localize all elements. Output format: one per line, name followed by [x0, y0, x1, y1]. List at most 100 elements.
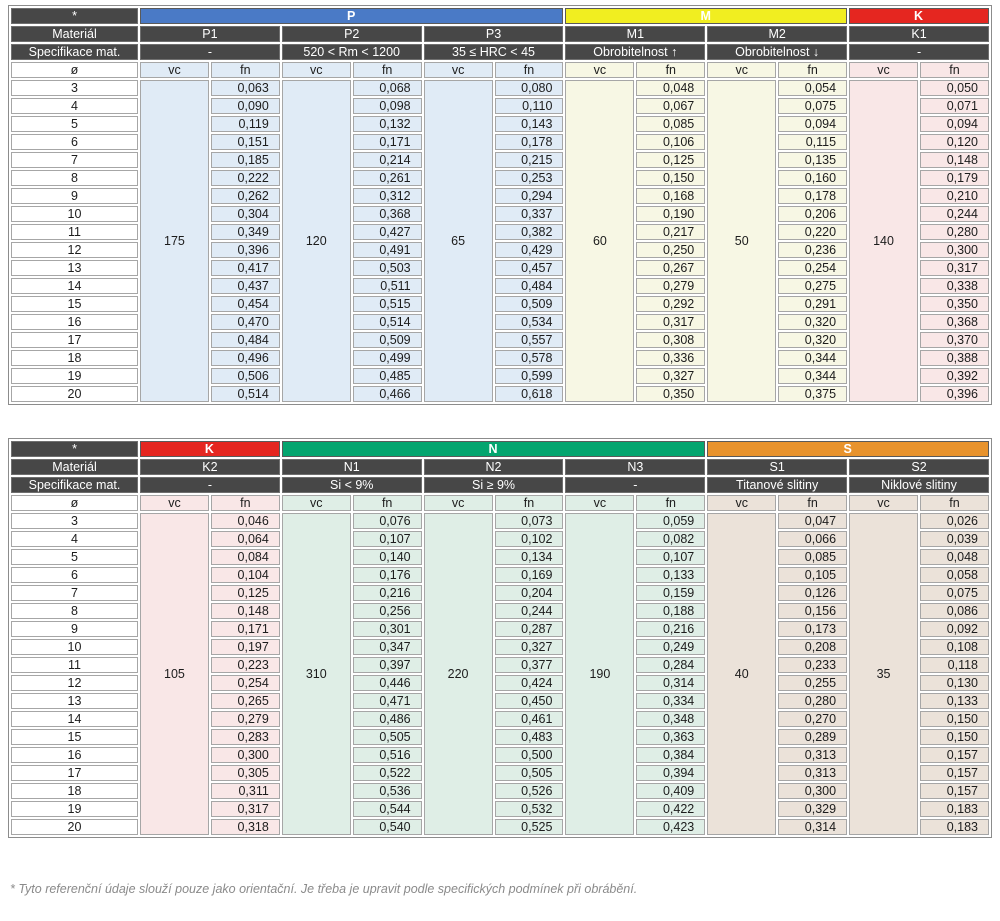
fn-value-cell: 0,305	[210, 765, 280, 781]
fn-value-cell: 0,150	[919, 729, 989, 745]
vc-value-cell: 60	[565, 80, 635, 402]
fn-value-cell: 0,183	[919, 801, 989, 817]
vc-value-cell: 65	[423, 80, 493, 402]
fn-value-cell: 0,526	[494, 783, 564, 799]
group-header-cell: S	[707, 441, 989, 457]
fn-value-cell: 0,384	[636, 747, 706, 763]
fn-value-cell: 0,206	[778, 206, 848, 222]
fn-value-cell: 0,084	[210, 549, 280, 565]
fn-value-cell: 0,125	[636, 152, 706, 168]
spec-label-cell: Specifikace mat.	[11, 477, 138, 493]
fn-value-cell: 0,536	[352, 783, 422, 799]
fn-value-cell: 0,275	[778, 278, 848, 294]
fn-value-cell: 0,511	[352, 278, 422, 294]
fn-value-cell: 0,368	[919, 314, 989, 330]
fn-value-cell: 0,544	[352, 801, 422, 817]
fn-value-cell: 0,107	[352, 531, 422, 547]
vc-value-cell: 190	[565, 513, 635, 835]
diameter-cell: 19	[11, 368, 138, 384]
fn-value-cell: 0,294	[494, 188, 564, 204]
group-header-cell: K	[849, 8, 989, 24]
vc-value-cell: 175	[140, 80, 209, 402]
fn-header-cell: fn	[778, 495, 848, 511]
fn-value-cell: 0,048	[636, 80, 706, 96]
fn-value-cell: 0,222	[210, 170, 280, 186]
fn-header-cell: fn	[919, 62, 989, 78]
fn-value-cell: 0,312	[352, 188, 422, 204]
fn-value-cell: 0,317	[919, 260, 989, 276]
fn-value-cell: 0,220	[778, 224, 848, 240]
fn-value-cell: 0,344	[778, 350, 848, 366]
fn-value-cell: 0,280	[778, 693, 848, 709]
fn-value-cell: 0,308	[636, 332, 706, 348]
fn-header-cell: fn	[352, 495, 422, 511]
vc-header-cell: vc	[140, 495, 209, 511]
spec-cell: Si ≥ 9%	[423, 477, 564, 493]
diameter-cell: 12	[11, 675, 138, 691]
diameter-cell: 5	[11, 549, 138, 565]
fn-value-cell: 0,422	[636, 801, 706, 817]
vc-value-cell: 220	[423, 513, 493, 835]
fn-value-cell: 0,514	[210, 386, 280, 402]
vc-header-cell: vc	[849, 62, 918, 78]
fn-value-cell: 0,210	[919, 188, 989, 204]
diameter-cell: 17	[11, 332, 138, 348]
fn-value-cell: 0,171	[210, 621, 280, 637]
material-cell: N2	[423, 459, 564, 475]
fn-value-cell: 0,486	[352, 711, 422, 727]
diameter-cell: 13	[11, 693, 138, 709]
diameter-cell: 6	[11, 134, 138, 150]
group-header-cell: K	[140, 441, 280, 457]
fn-value-cell: 0,130	[919, 675, 989, 691]
fn-value-cell: 0,457	[494, 260, 564, 276]
fn-value-cell: 0,183	[919, 819, 989, 835]
fn-value-cell: 0,429	[494, 242, 564, 258]
fn-value-cell: 0,126	[778, 585, 848, 601]
fn-header-cell: fn	[636, 62, 706, 78]
fn-value-cell: 0,244	[919, 206, 989, 222]
diameter-cell: 20	[11, 819, 138, 835]
vc-value-cell: 310	[281, 513, 351, 835]
vc-value-cell: 40	[707, 513, 777, 835]
fn-value-cell: 0,483	[494, 729, 564, 745]
material-cell: M1	[565, 26, 706, 42]
fn-value-cell: 0,255	[778, 675, 848, 691]
fn-value-cell: 0,071	[919, 98, 989, 114]
fn-value-cell: 0,500	[494, 747, 564, 763]
diameter-header-cell: ø	[11, 62, 138, 78]
fn-value-cell: 0,233	[778, 657, 848, 673]
fn-header-cell: fn	[352, 62, 422, 78]
fn-value-cell: 0,171	[352, 134, 422, 150]
fn-value-cell: 0,532	[494, 801, 564, 817]
fn-value-cell: 0,090	[210, 98, 280, 114]
fn-value-cell: 0,125	[210, 585, 280, 601]
diameter-header-cell: ø	[11, 495, 138, 511]
fn-value-cell: 0,120	[919, 134, 989, 150]
material-cell: K2	[140, 459, 280, 475]
diameter-cell: 8	[11, 170, 138, 186]
fn-value-cell: 0,499	[352, 350, 422, 366]
fn-value-cell: 0,423	[636, 819, 706, 835]
diameter-cell: 8	[11, 603, 138, 619]
fn-value-cell: 0,375	[778, 386, 848, 402]
vc-header-cell: vc	[565, 495, 635, 511]
fn-value-cell: 0,160	[778, 170, 848, 186]
fn-value-cell: 0,505	[352, 729, 422, 745]
spec-cell: Obrobitelnost ↑	[565, 44, 706, 60]
fn-header-cell: fn	[636, 495, 706, 511]
spec-cell: Obrobitelnost ↓	[707, 44, 848, 60]
material-cell: P2	[281, 26, 422, 42]
cutting-data-table: * P M K Materiál P1 P2 P3 M1 M2 K1 Specifikace mat.…	[8, 5, 992, 405]
fn-value-cell: 0,134	[494, 549, 564, 565]
fn-value-cell: 0,185	[210, 152, 280, 168]
fn-value-cell: 0,514	[352, 314, 422, 330]
material-cell: P3	[423, 26, 564, 42]
fn-value-cell: 0,102	[494, 531, 564, 547]
spec-cell: -	[565, 477, 706, 493]
diameter-cell: 5	[11, 116, 138, 132]
diameter-cell: 4	[11, 531, 138, 547]
fn-value-cell: 0,150	[636, 170, 706, 186]
diameter-cell: 18	[11, 350, 138, 366]
fn-value-cell: 0,471	[352, 693, 422, 709]
fn-value-cell: 0,105	[778, 567, 848, 583]
